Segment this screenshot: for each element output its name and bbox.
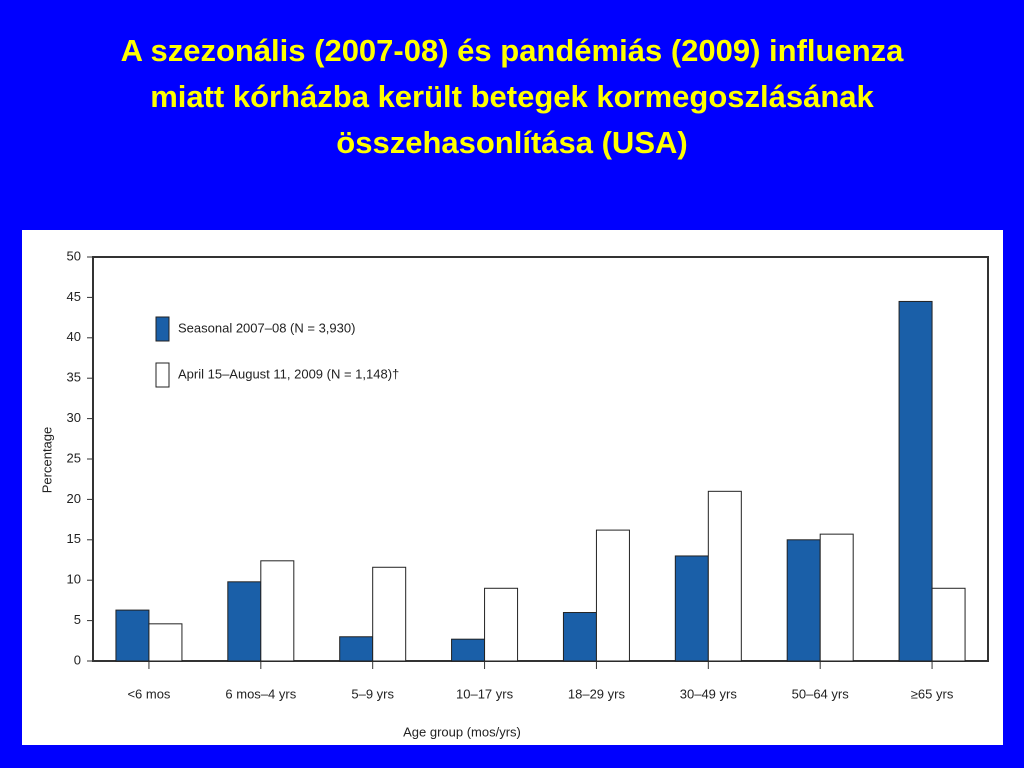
y-tick-label: 40 [67,329,81,344]
bar [372,566,407,662]
y-tick-label: 50 [67,248,81,263]
bar [339,636,374,662]
y-tick-label: 20 [67,491,81,506]
bar [898,300,933,662]
slide-title: A szezonális (2007-08) és pandémiás (200… [120,33,904,160]
bar [260,560,295,662]
chart: Age group (mos/yrs) Percentage 0 5 10 15 20 2… [22,230,1003,745]
x-tick-label: 50–64 yrs [792,686,850,701]
y-tick-label: 15 [67,531,81,546]
y-tick-label: 25 [67,450,81,465]
x-tick-label: 6 mos–4 yrs [225,686,296,701]
y-tick-label: 0 [74,652,81,667]
x-tick-label: 30–49 yrs [680,686,738,701]
bar [786,539,821,662]
bar [227,581,262,662]
chart-background [22,230,1003,745]
legend-swatch [155,316,170,342]
y-axis-label: Percentage [39,427,54,494]
bar [674,555,709,662]
x-tick-label: ≥65 yrs [911,686,954,701]
bar [931,587,966,662]
legend-swatch [155,362,170,388]
bar [562,612,597,662]
legend-label: Seasonal 2007–08 (N = 3,930) [178,320,355,335]
bar [148,623,183,662]
bar [819,533,854,662]
y-tick-label: 5 [74,612,81,627]
bar [115,609,150,662]
y-tick-label: 45 [67,289,81,304]
legend-label: April 15–August 11, 2009 (N = 1,148)† [178,366,399,381]
x-tick-label: 10–17 yrs [456,686,514,701]
y-tick-label: 10 [67,572,81,587]
x-tick-label: 18–29 yrs [568,686,626,701]
y-tick-label: 35 [67,370,81,385]
bar [707,490,742,662]
bar [595,529,630,662]
bar [484,587,519,662]
x-tick-label: 5–9 yrs [351,686,394,701]
bar [451,638,486,662]
x-axis-label: Age group (mos/yrs) [403,724,521,739]
x-tick-label: <6 mos [127,686,170,701]
y-tick-label: 30 [67,410,81,425]
